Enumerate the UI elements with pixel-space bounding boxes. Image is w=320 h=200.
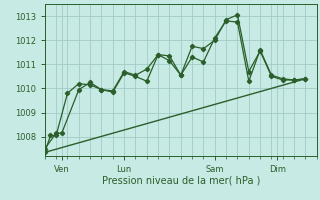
X-axis label: Pression niveau de la mer( hPa ): Pression niveau de la mer( hPa ) (102, 175, 260, 185)
